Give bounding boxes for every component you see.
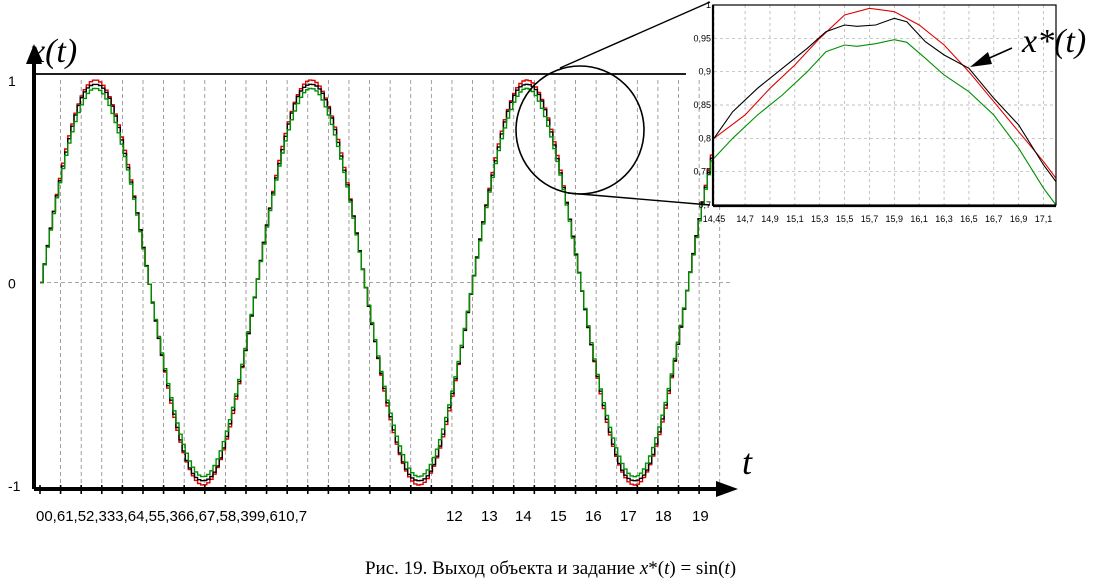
x-tick-label: 14 [515,508,532,525]
inset-x-tick-label: 15,1 [786,214,804,224]
inset-x-tick-label: 16,7 [985,214,1003,224]
inset-series-line [713,17,1057,183]
inset-y-tick-label: 0,9 [698,67,711,77]
x-tick-label: 13 [481,508,498,525]
main-series-line [40,87,730,478]
inset-y-tick-label: 0,7 [698,200,711,210]
inset-x-tick-label: 14,7 [736,214,754,224]
y-tick-label: -1 [8,478,21,494]
y-tick-label: 0 [8,276,16,292]
inset-x-tick-label: 14,45 [703,214,726,224]
x-tick-label: 19 [692,508,709,525]
main-axes [26,44,738,497]
inset-y-tick-label: 0,8 [698,133,711,143]
caption-t1: t [664,558,670,579]
x-tick-label: 18 [655,508,672,525]
figure-caption: Рис. 19. Выход объекта и задание x*(t) =… [0,558,1101,580]
zoom-circle [515,65,645,195]
inset-x-tick-label: 15,3 [811,214,829,224]
caption-var: x [639,558,649,579]
x-tick-label: 12 [446,508,463,525]
inset-y-tick-label: 0,75 [693,167,711,177]
annotation-label: x*(t) [1021,23,1086,60]
x-tick-label: 17 [620,508,637,525]
y-tick-label: 1 [8,73,16,89]
y-axis-arrow [26,44,42,64]
inset-y-tick-label: 1 [706,0,711,10]
x-tick-label: 15 [550,508,567,525]
main-labels: 1 0 -1 00,61,52,333,64,55,366,67,58,399,610… [8,33,753,525]
main-series [40,79,730,486]
inset-x-tick-label: 15,9 [886,214,904,224]
caption-end: ) [729,558,737,579]
inset-x-tick-label: 17,1 [1035,214,1053,224]
inset-y-tick-label: 0,85 [693,100,711,110]
caption-star: *( [648,558,665,579]
x-axis-arrow [716,481,738,497]
inset-series-line [713,39,1057,206]
inset-x-tick-label: 15,7 [861,214,879,224]
caption-mid: ) = sin( [669,558,725,579]
inset-x-tick-label: 16,9 [1010,214,1028,224]
inset-series-line [713,7,1057,179]
zoom-connector-bottom [567,192,711,206]
inset-x-tick-label: 16,3 [935,214,953,224]
caption-prefix: Рис. 19. Выход объекта и задание [364,558,640,579]
inset-x-tick-label: 14,9 [761,214,779,224]
inset-frame [711,4,1057,208]
main-grid [40,80,730,485]
inset-x-tick-label: 15,5 [836,214,854,224]
x-axis-label: t [742,442,753,482]
inset-x-tick-label: 16,1 [910,214,928,224]
inset-y-tick-label: 0,95 [693,33,711,43]
y-axis-label: x(t) [29,33,77,70]
inset-x-tick-label: 16,5 [960,214,978,224]
zoom-connector-top [559,1,711,69]
x-tick-label: 00,61,52,333,64,55,366,67,58,399,610,7 [36,508,307,525]
inset-labels: 1 0,95 0,9 0,85 0,8 0,75 0,7 14,45 14,7 14,9 15,1 1… [693,0,1052,224]
inset-series [713,7,1057,206]
x-tick-label: 16 [585,508,602,525]
inset-grid [713,4,1056,206]
annotation-arrowhead [970,52,992,67]
caption-t2: t [724,558,730,579]
